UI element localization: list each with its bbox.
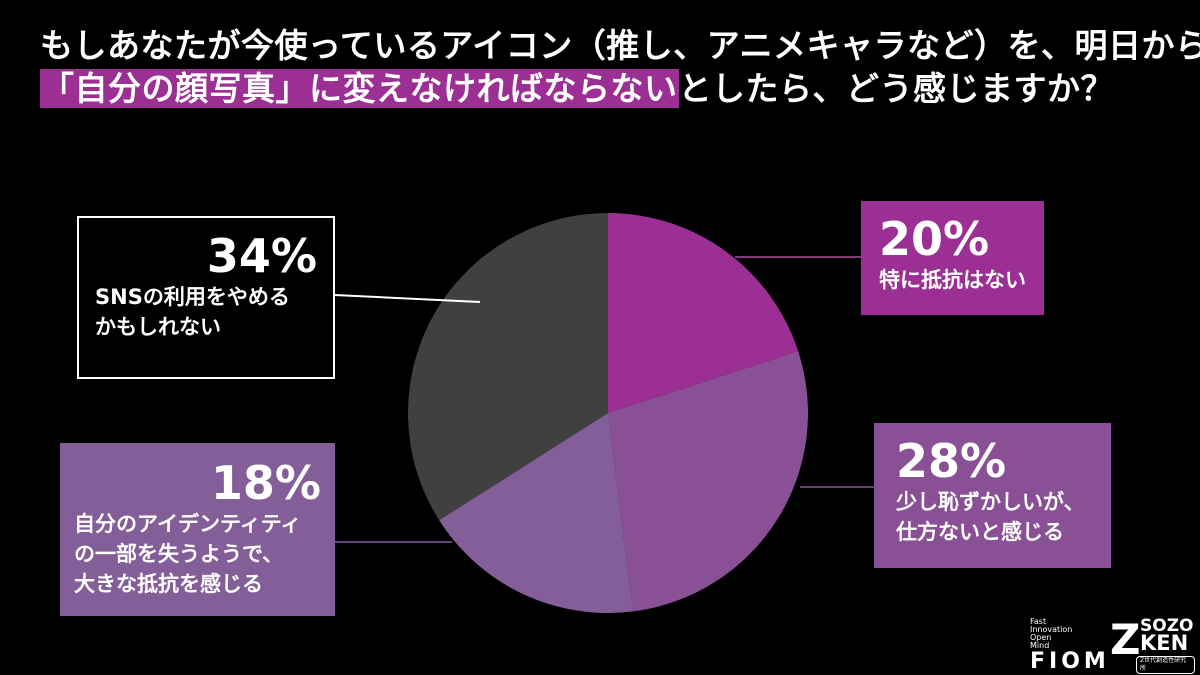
fiom-wordmark: FIOM	[1030, 649, 1110, 674]
ken-text: KEN	[1140, 631, 1189, 655]
callout-18-label-2: の一部を失うようで、	[74, 542, 284, 566]
leader-line-34	[334, 294, 481, 303]
fiom-word-4: Mind	[1030, 641, 1050, 650]
callout-28-pct: 28%	[896, 434, 1007, 488]
callout-20: 20% 特に抵抗はない	[861, 201, 1044, 315]
pie-slice-34	[408, 213, 608, 521]
title-highlight: 「自分の顔写真」に変えなければならない	[40, 69, 679, 108]
title-rest: としたら、どう感じますか？	[678, 69, 1114, 108]
callout-20-pct: 20%	[879, 212, 990, 266]
callout-34-pct: 34%	[206, 229, 317, 283]
callout-34-label-2: かもしれない	[95, 315, 221, 339]
fiom-word-1: Fast	[1030, 617, 1047, 626]
question-title-line-1: もしあなたが今使っているアイコン（推し、アニメキャラなど）を、明日から	[40, 26, 1200, 65]
callout-34: 34% SNSの利用をやめる かもしれない	[77, 216, 335, 379]
pie-slice-18	[439, 413, 634, 613]
pie-slices	[408, 213, 808, 613]
fiom-logo: Fast Innovation Open Mind FIOM	[1030, 618, 1110, 674]
fiom-word-2: Innovation	[1030, 625, 1073, 634]
callout-18-label-1: 自分のアイデンティティ	[74, 512, 302, 536]
sozo-text: SOZO	[1140, 616, 1194, 636]
callout-28-label-1: 少し恥ずかしいが、	[896, 490, 1085, 514]
pie-slice-20	[608, 213, 799, 413]
zken-subtitle: Z世代創造性研究所	[1136, 656, 1195, 674]
callout-20-label-1: 特に抵抗はない	[879, 268, 1026, 292]
callout-18-label-3: 大きな抵抗を感じる	[74, 572, 263, 596]
callout-34-label-1: SNSの利用をやめる	[95, 285, 290, 309]
pie-slice-28	[608, 351, 808, 612]
callout-18-pct: 18%	[210, 456, 321, 510]
question-title-line-2: 「自分の顔写真」に変えなければならないとしたら、どう感じますか？	[40, 69, 1114, 109]
fiom-word-3: Open	[1030, 633, 1052, 642]
sozo-ken-logo: Z SOZO KEN Z世代創造性研究所	[1110, 615, 1195, 674]
z-mark-icon: Z	[1110, 615, 1141, 664]
callout-18: 18% 自分のアイデンティティ の一部を失うようで、 大きな抵抗を感じる	[60, 443, 335, 616]
callout-28-label-2: 仕方ないと感じる	[896, 520, 1064, 544]
callout-28: 28% 少し恥ずかしいが、 仕方ないと感じる	[874, 423, 1111, 568]
